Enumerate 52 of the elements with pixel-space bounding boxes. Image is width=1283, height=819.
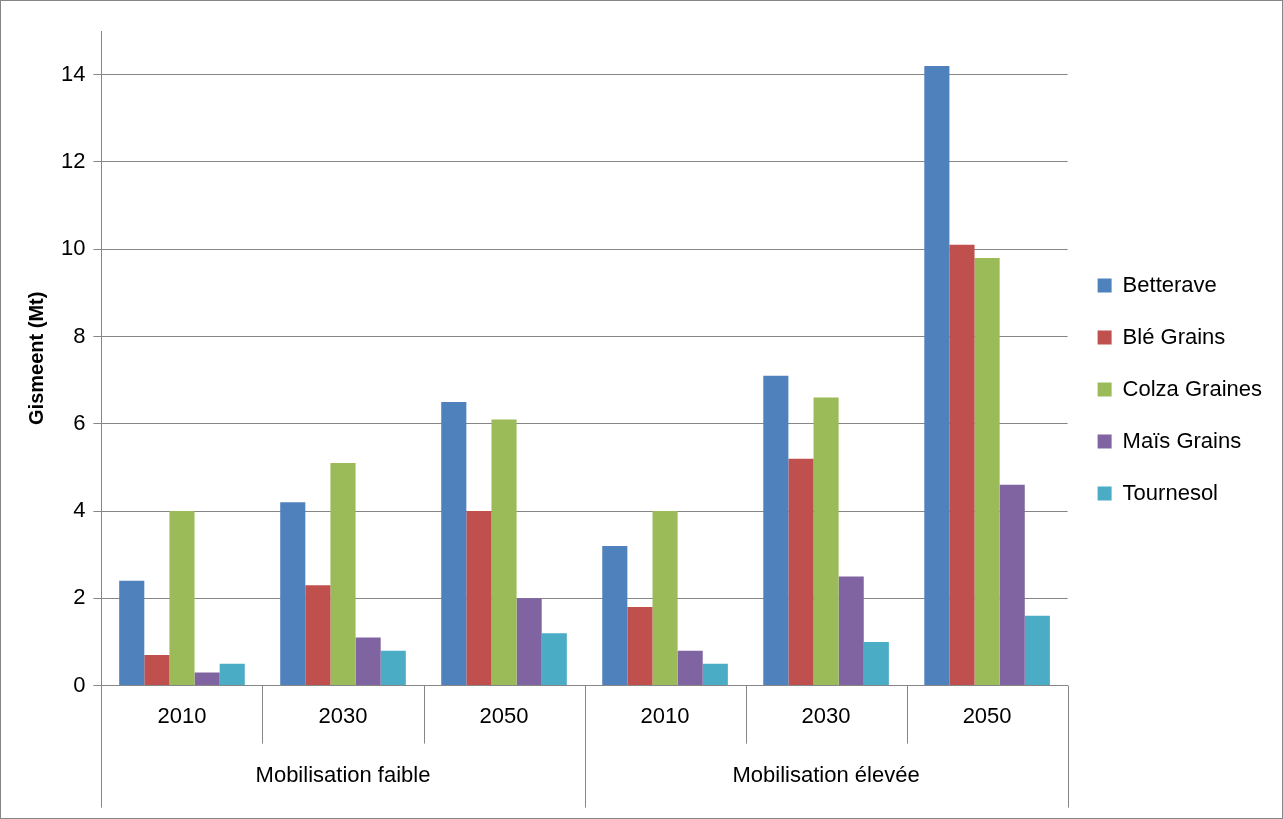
x-tick-label: 2030 xyxy=(801,702,851,728)
y-tick-label: 14 xyxy=(60,60,86,86)
y-tick-label: 8 xyxy=(73,322,86,348)
bar xyxy=(863,641,889,686)
x-tick-label: 2050 xyxy=(962,702,1012,728)
bar xyxy=(541,633,567,686)
bar xyxy=(330,463,356,686)
bar xyxy=(602,545,628,686)
bar xyxy=(838,576,864,686)
bar xyxy=(305,585,331,686)
bar xyxy=(194,672,220,686)
legend-label: Betterave xyxy=(1122,271,1217,297)
bar xyxy=(144,655,170,686)
legend-label: Tournesol xyxy=(1122,479,1218,505)
bar xyxy=(380,650,406,686)
bar xyxy=(119,580,145,686)
y-tick-label: 2 xyxy=(73,584,86,610)
text: Mobilisation faible xyxy=(255,761,431,787)
bar xyxy=(652,511,678,686)
x-tick-label: 2050 xyxy=(479,702,529,728)
bar xyxy=(999,484,1025,686)
bar xyxy=(466,511,492,686)
bar xyxy=(219,663,245,686)
bar xyxy=(1024,615,1050,686)
bar xyxy=(280,502,306,686)
y-tick-label: 6 xyxy=(73,409,86,435)
legend-label: Colza Graines xyxy=(1122,375,1262,401)
y-axis-title: Gismeent (Mt) xyxy=(24,291,47,425)
bar xyxy=(169,511,195,686)
legend-label: Maïs Grains xyxy=(1122,427,1242,453)
y-tick-label: 4 xyxy=(73,497,86,523)
bar xyxy=(491,419,517,686)
bar xyxy=(441,401,467,686)
x-tick-label: 2010 xyxy=(640,702,690,728)
y-tick-label: 0 xyxy=(73,671,86,697)
bar xyxy=(924,65,950,686)
bar xyxy=(813,397,839,686)
text: Mobilisation élevée xyxy=(732,761,920,787)
bar xyxy=(702,663,728,686)
bar xyxy=(974,257,1000,686)
bar xyxy=(763,375,789,686)
bar xyxy=(627,607,653,686)
bar xyxy=(355,637,381,686)
x-tick-label: 2010 xyxy=(157,702,207,728)
y-tick-label: 12 xyxy=(60,147,86,173)
legend-label: Blé Grains xyxy=(1122,323,1226,349)
bar xyxy=(516,598,542,686)
bar xyxy=(677,650,703,686)
x-tick-label: 2030 xyxy=(318,702,368,728)
bar xyxy=(788,458,814,686)
bar xyxy=(949,244,975,686)
y-tick-label: 10 xyxy=(60,235,86,261)
